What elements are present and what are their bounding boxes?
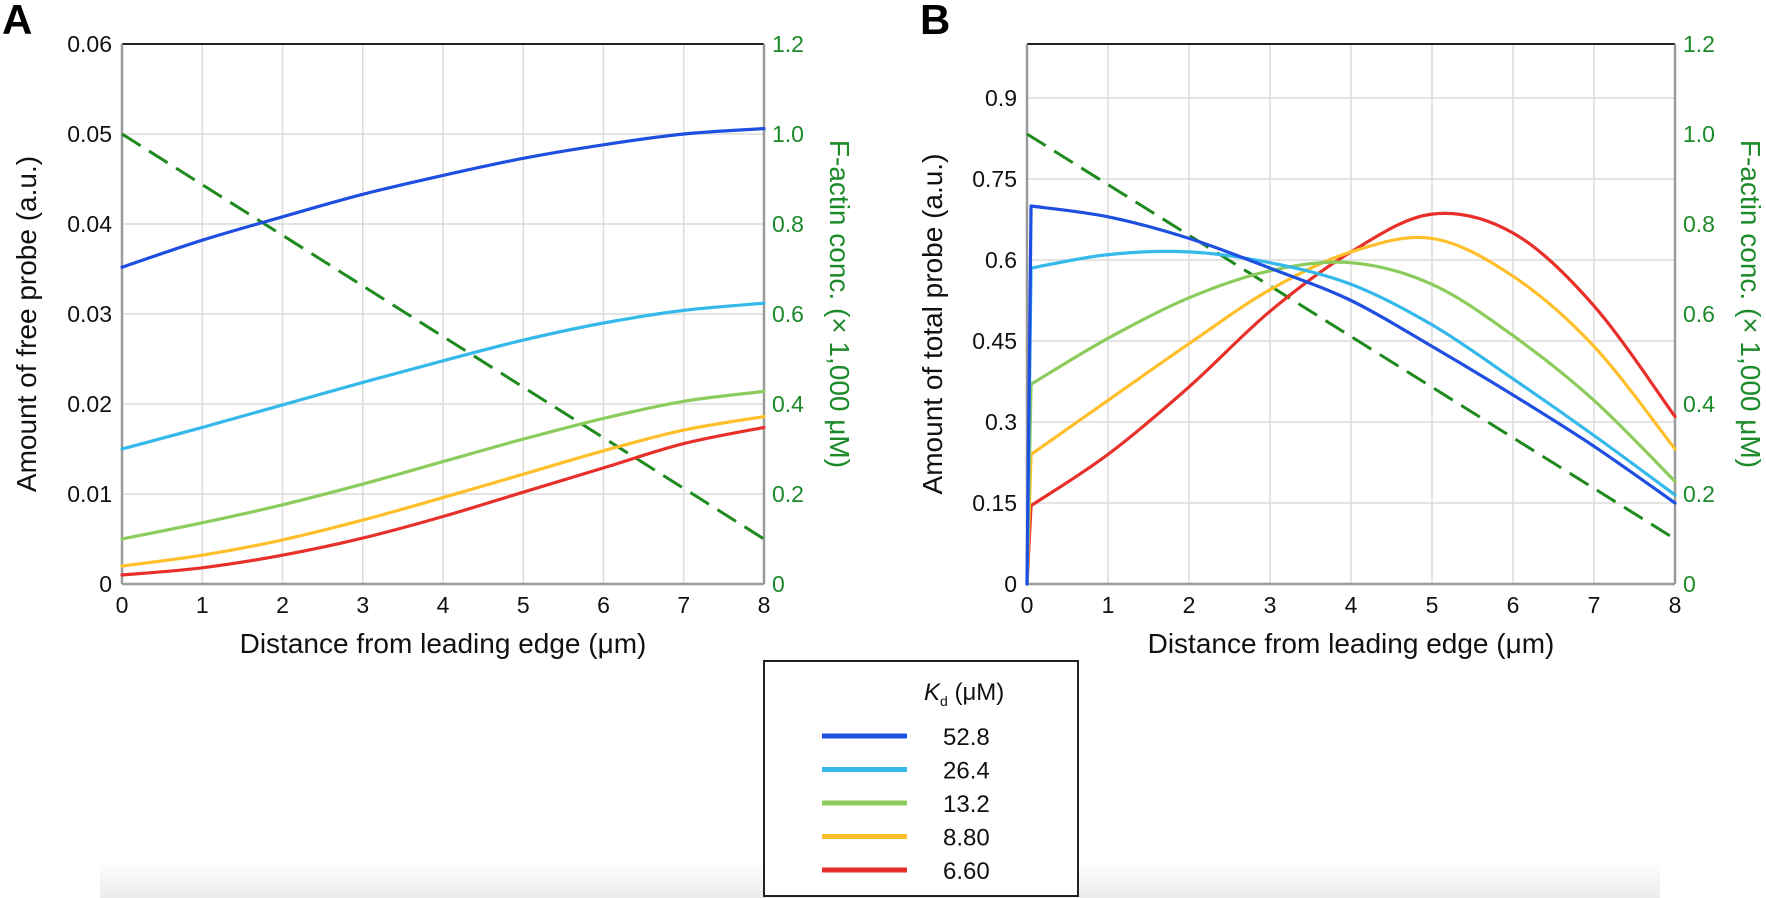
x-tick-label: 0 (1021, 592, 1034, 618)
x-tick-label: 1 (1102, 592, 1115, 618)
legend-box (763, 660, 1079, 897)
y2-tick-label: 0 (1683, 571, 1696, 597)
y2-tick-label: 0 (772, 571, 785, 597)
y-tick-label: 0.45 (972, 328, 1017, 354)
y-tick-label: 0.75 (972, 166, 1017, 192)
y-tick-label: 0.01 (67, 481, 112, 507)
y-tick-label: 0.05 (67, 121, 112, 147)
legend-entry-label: 26.4 (943, 758, 990, 785)
y-axis-title: Amount of total probe (a.u.) (917, 154, 948, 495)
y2-tick-label: 1.2 (1683, 31, 1715, 57)
y2-tick-label: 0.2 (1683, 481, 1715, 507)
x-tick-label: 8 (758, 592, 771, 618)
y-tick-label: 0.06 (67, 31, 112, 57)
chart-panel-a: 0 1 2 3 4 5 6 7 800.010.020.030.040.050.0600.20.… (11, 31, 855, 659)
x-tick-label: 7 (677, 592, 690, 618)
x-tick-label: 6 (1507, 592, 1520, 618)
x-axis-title: Distance from leading edge (μm) (1148, 628, 1555, 659)
legend-entry-label: 52.8 (943, 724, 990, 751)
legend-title-unit: (μM) (948, 679, 1004, 706)
x-tick-label: 5 (517, 592, 530, 618)
series-line-26-4 (1025, 249, 1677, 586)
y-tick-label: 0.9 (985, 85, 1017, 111)
series-line-13-2 (1025, 260, 1677, 586)
y-tick-label: 0.3 (985, 409, 1017, 435)
y2-axis-title: F-actin conc. (× 1,000 μM) (1735, 140, 1766, 468)
y-tick-label: 0 (99, 571, 112, 597)
y2-tick-label: 1.2 (772, 31, 804, 57)
y2-tick-label: 1.0 (772, 121, 804, 147)
legend-entry-label: 13.2 (943, 791, 990, 818)
series-line-26-4 (120, 301, 766, 451)
x-tick-label: 1 (196, 592, 209, 618)
x-tick-label: 6 (597, 592, 610, 618)
x-tick-label: 0 (116, 592, 129, 618)
x-tick-label: 2 (276, 592, 289, 618)
legend-title: Kd (μM) (924, 679, 1004, 709)
x-tick-label: 4 (437, 592, 450, 618)
panel-label-a: A (2, 0, 32, 43)
x-axis-title: Distance from leading edge (μm) (240, 628, 647, 659)
series-line-13-2 (120, 389, 766, 541)
x-tick-label: 4 (1345, 592, 1358, 618)
y2-tick-label: 0.4 (1683, 391, 1715, 417)
series-line-52-8 (1025, 204, 1677, 586)
legend-title-symbol: K (924, 679, 941, 706)
y2-tick-label: 0.6 (772, 301, 804, 327)
y-tick-label: 0.6 (985, 247, 1017, 273)
x-tick-label: 5 (1426, 592, 1439, 618)
x-tick-label: 3 (1264, 592, 1277, 618)
y2-tick-label: 0.8 (772, 211, 804, 237)
y-tick-label: 0 (1004, 571, 1017, 597)
series-line-8-80 (1025, 235, 1677, 586)
y2-tick-label: 1.0 (1683, 121, 1715, 147)
y2-tick-label: 0.6 (1683, 301, 1715, 327)
y-axis-title: Amount of free probe (a.u.) (11, 156, 42, 492)
legend-entry-label: 6.60 (943, 858, 990, 885)
y-tick-label: 0.15 (972, 490, 1017, 516)
y2-tick-label: 0.4 (772, 391, 804, 417)
series-line-52-8 (120, 127, 766, 269)
y-tick-label: 0.03 (67, 301, 112, 327)
chart-panel-b: 0 1 2 3 4 5 6 7 800.150.30.450.60.750.900.20.40.… (917, 31, 1766, 659)
x-tick-label: 3 (356, 592, 369, 618)
x-tick-label: 8 (1669, 592, 1682, 618)
y2-tick-label: 0.8 (1683, 211, 1715, 237)
y-tick-label: 0.02 (67, 391, 112, 417)
y2-tick-label: 0.2 (772, 481, 804, 507)
x-tick-label: 2 (1183, 592, 1196, 618)
y2-axis-title: F-actin conc. (× 1,000 μM) (824, 140, 855, 468)
series-line-8-80 (120, 415, 766, 568)
legend: Kd (μM) 52.8 26.4 13.2 8.80 6.60 (763, 660, 1079, 897)
series-line-6-60 (120, 425, 766, 577)
x-tick-label: 7 (1588, 592, 1601, 618)
panel-label-b: B (920, 0, 950, 43)
y-tick-label: 0.04 (67, 211, 112, 237)
legend-entry-label: 8.80 (943, 825, 990, 852)
legend-title-subscript: d (940, 693, 948, 709)
